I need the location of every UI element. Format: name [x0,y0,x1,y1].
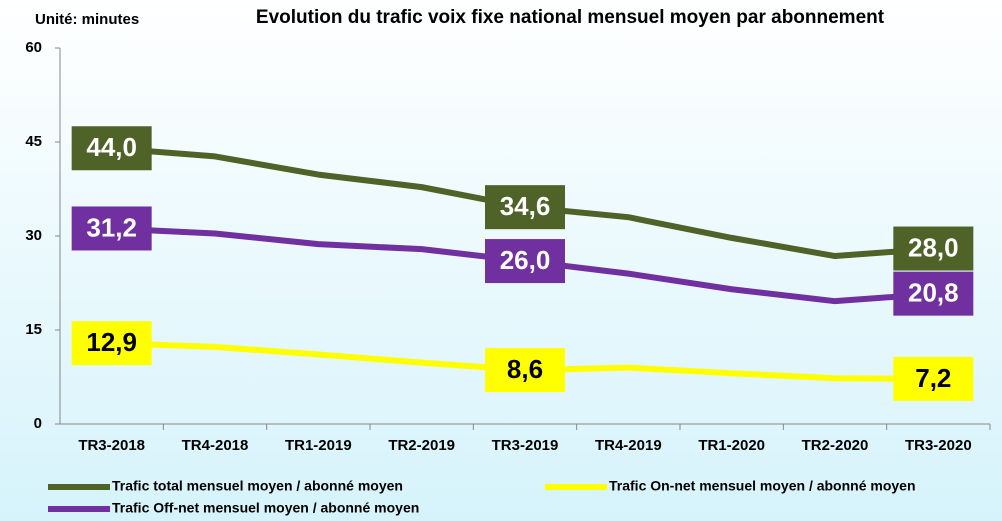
y-tick-label: 0 [34,415,42,432]
data-label: 26,0 [500,245,551,275]
y-tick-label: 45 [25,133,42,150]
data-label-box [485,348,565,393]
chart-title: Evolution du trafic voix fixe national m… [256,7,885,28]
data-label: 31,2 [86,212,137,242]
data-label-box [71,321,152,366]
data-label-box [893,356,974,401]
legend-label: Trafic total mensuel moyen / abonné moye… [112,478,403,494]
data-label: 44,0 [86,132,137,162]
data-label: 7,2 [915,363,951,393]
data-label: 34,6 [500,191,551,221]
x-tick-label: TR3-2019 [492,437,559,454]
data-label: 20,8 [908,278,959,308]
legend-label: Trafic Off-net mensuel moyen / abonné mo… [112,500,419,516]
data-label-box [893,271,974,316]
data-label-box [485,239,565,284]
x-tick-label: TR1-2020 [698,437,765,454]
data-label: 28,0 [908,232,959,262]
x-tick-label: TR3-2020 [905,437,972,454]
legend-label: Trafic On-net mensuel moyen / abonné moy… [609,478,916,494]
data-label-box [485,185,565,230]
data-label: 12,9 [86,327,137,357]
x-tick-label: TR3-2018 [78,437,145,454]
y-tick-label: 60 [25,39,42,56]
y-tick-label: 15 [25,321,42,338]
data-label: 8,6 [507,354,543,384]
x-tick-label: TR4-2018 [182,437,249,454]
data-label-box [71,126,152,171]
y-tick-label: 30 [25,227,42,244]
data-label-box [893,226,974,271]
unit-label: Unité: minutes [35,11,139,28]
data-label-box [71,206,152,251]
x-tick-label: TR1-2019 [285,437,352,454]
x-tick-label: TR2-2020 [802,437,869,454]
x-tick-label: TR4-2019 [595,437,662,454]
x-tick-label: TR2-2019 [388,437,455,454]
